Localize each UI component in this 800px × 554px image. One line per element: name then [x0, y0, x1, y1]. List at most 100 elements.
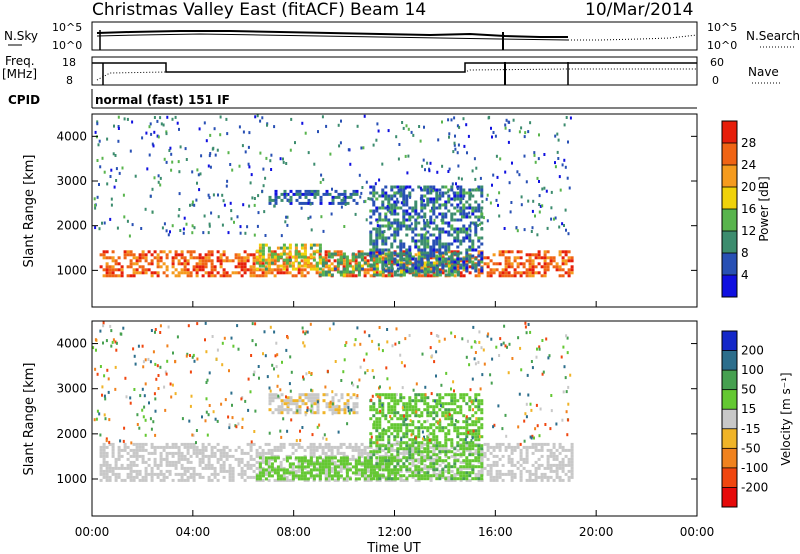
vel-cell-2050 [331, 405, 335, 409]
power-echo-202 [381, 162, 384, 166]
power-cell-693 [519, 256, 523, 260]
power-cell-1238 [381, 200, 385, 204]
vel-echo-331 [165, 372, 168, 376]
vel-cell-91 [132, 469, 136, 473]
nsearch-line [568, 34, 698, 41]
vel-cell-1226 [318, 471, 322, 475]
vel-echo-203 [382, 427, 385, 431]
power-cell-146 [189, 274, 193, 278]
power-cell-199 [219, 262, 223, 266]
power-cell-445 [366, 262, 370, 266]
vel-cell-121 [144, 460, 148, 464]
power-cell-64 [138, 259, 142, 263]
power-cell-674 [507, 262, 511, 266]
power-echo-381 [367, 197, 370, 201]
vel-cell-928 [486, 463, 490, 467]
power-cell-160 [198, 262, 202, 266]
vel-echo-424 [348, 411, 351, 415]
power-cell-447 [366, 271, 370, 275]
vel-echo-222 [257, 365, 260, 368]
power-cell-464 [375, 271, 379, 275]
power-cell-770 [564, 271, 568, 275]
power-cell-1720 [468, 239, 472, 243]
power-echo-184 [269, 159, 272, 163]
power-echo-250 [456, 124, 459, 128]
power-cell-120 [177, 259, 181, 263]
vel-cell-332 [231, 469, 235, 473]
vel-cell-1887 [468, 459, 472, 463]
power-echo-115 [222, 199, 225, 203]
power-cell-1244 [381, 233, 385, 237]
vel-cell-958 [498, 457, 502, 461]
power-cell-1545 [435, 248, 439, 252]
power-cell-1736 [471, 254, 475, 258]
vel-cell-394 [261, 454, 265, 458]
vel-cell-986 [510, 478, 514, 482]
power-cell-1147 [328, 201, 332, 205]
power-echo-445 [510, 201, 513, 204]
power-cell-97 [159, 256, 163, 260]
vel-cell-1244 [327, 471, 331, 475]
power-cell-979 [387, 252, 391, 256]
vel-cell-1456 [390, 417, 394, 421]
power-echo-365 [219, 115, 222, 119]
power-cell-1745 [474, 221, 478, 225]
vel-cell-1310 [369, 468, 373, 472]
vel-cell-1538 [405, 417, 409, 421]
power-cell-1622 [450, 233, 454, 237]
power-cell-234 [243, 259, 247, 263]
vel-cell-1928 [477, 405, 481, 409]
vel-cell-1037 [537, 442, 541, 446]
power-cell-1698 [465, 227, 469, 231]
power-cell-514 [411, 271, 415, 275]
power-echo-9 [468, 211, 471, 215]
power-cell-695 [519, 271, 523, 275]
vel-cell-964 [501, 463, 505, 467]
vel-echo-392 [166, 344, 169, 348]
vel-cell-1292 [360, 468, 364, 472]
vel-echo-456 [474, 362, 477, 366]
power-echo-13 [229, 163, 232, 166]
power-cell-1747 [474, 227, 478, 231]
power-cell-898 [324, 270, 328, 274]
vel-cell-1958 [480, 474, 484, 478]
power-cell-1388 [405, 260, 409, 264]
power-cell-1708 [465, 269, 469, 273]
vel-cell-138 [150, 478, 154, 482]
vel-echo-419 [454, 335, 456, 339]
vel-cell-1079 [555, 448, 559, 452]
power-cell-344 [306, 256, 310, 260]
power-cell-1542 [435, 236, 439, 240]
vel-cell-1007 [522, 460, 526, 464]
vel-cell-1533 [405, 402, 409, 406]
vel-echo-224 [455, 419, 457, 423]
vel-cell-859 [453, 478, 457, 482]
power-cell-781 [570, 271, 574, 275]
vel-echo-443 [565, 390, 568, 394]
power-cell-1122 [301, 192, 305, 196]
vel-echo-134 [359, 342, 362, 346]
vel-cell-450 [285, 475, 289, 479]
vel-cell-1613 [417, 447, 421, 451]
power-echo-269 [554, 134, 557, 138]
power-cell-1678 [462, 194, 466, 198]
power-cell-276 [264, 271, 268, 275]
power-cell-1311 [393, 212, 397, 216]
vel-cell-1054 [543, 475, 547, 479]
vel-cell-1500 [396, 471, 400, 475]
frequency-strip: Freq. [MHz] 18 8 60 0 Nave [2, 54, 782, 87]
power-cell-1102 [277, 195, 281, 199]
power-echo-113 [499, 157, 502, 161]
vel-echo-202 [105, 437, 108, 441]
power-echo-489 [126, 117, 129, 121]
power-cell-468 [381, 256, 385, 260]
vel-cell-850 [450, 469, 454, 473]
vel-cell-1639 [423, 402, 427, 406]
vel-cell-1076 [552, 463, 556, 467]
vel-cell-1577 [411, 438, 415, 442]
power-cell-1452 [420, 209, 424, 213]
vel-cell-1664 [426, 453, 430, 457]
power-cell-926 [345, 258, 349, 262]
power-cell-660 [501, 268, 505, 272]
vel-echo-173 [196, 322, 199, 326]
